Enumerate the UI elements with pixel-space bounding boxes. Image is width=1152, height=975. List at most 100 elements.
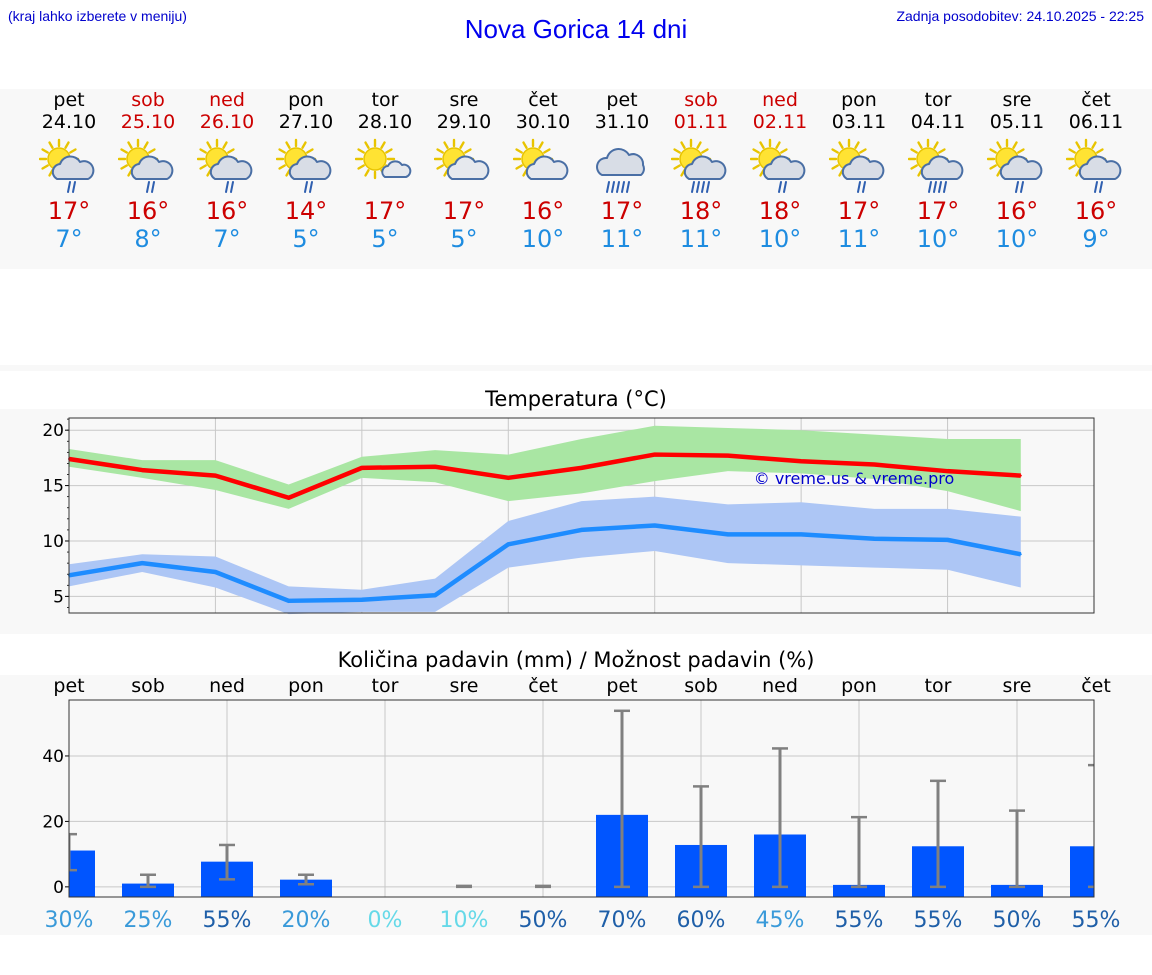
min-temperature: 11°	[600, 225, 644, 253]
min-temperature: 5°	[371, 225, 399, 253]
precipitation-probability: 25%	[124, 908, 173, 933]
y-tick-label: 5	[53, 587, 64, 607]
temperature-chart-title: Temperatura (°C)	[485, 387, 667, 411]
x-tick-label: čet	[528, 675, 558, 697]
precipitation-bar	[122, 883, 174, 897]
min-temperature: 7°	[213, 225, 241, 253]
day-name: tor	[924, 89, 952, 111]
cloud-heavy-rain-icon	[596, 148, 645, 193]
data-point	[800, 460, 803, 463]
page-title: Nova Gorica 14 dni	[464, 14, 688, 44]
day-date: 02.11	[752, 111, 808, 133]
day-date: 05.11	[989, 111, 1045, 133]
day-date: 26.10	[199, 111, 255, 133]
day-date: 30.10	[515, 111, 571, 133]
x-tick-label: pet	[606, 675, 637, 697]
copyright-watermark: © vreme.us & vreme.pro	[754, 469, 955, 488]
data-point	[1019, 553, 1022, 556]
precipitation-bar	[69, 850, 95, 897]
max-temperature: 17°	[47, 197, 91, 225]
precipitation-probability: 10%	[440, 908, 489, 933]
x-tick-label: sob	[131, 675, 165, 697]
precipitation-probability: 30%	[45, 908, 94, 933]
data-point	[434, 594, 437, 597]
day-column: pon 03.11 17° 11°	[819, 89, 899, 259]
min-temperature: 5°	[450, 225, 478, 253]
max-temperature: 17°	[442, 197, 486, 225]
day-band	[0, 89, 1152, 269]
y-tick-label: 40	[42, 747, 64, 767]
sun-cloud-rain-icon	[197, 138, 253, 193]
day-column: tor 04.11 17° 10°	[898, 89, 978, 259]
day-date: 28.10	[357, 111, 413, 133]
day-name: sre	[1002, 89, 1032, 111]
data-point	[726, 454, 729, 457]
max-temperature: 16°	[1074, 197, 1118, 225]
precipitation-probability: 55%	[914, 908, 963, 933]
y-tick-label: 15	[42, 477, 64, 497]
max-temperature: 17°	[363, 197, 407, 225]
precipitation-chart: pet sob ned pon tor sre čet pet sob ned pon tor sre č…	[42, 675, 1120, 933]
precipitation-probability: 20%	[282, 908, 331, 933]
day-name: sob	[684, 89, 718, 111]
data-point	[726, 533, 729, 536]
precipitation-bar	[991, 884, 1043, 897]
plot-frame	[68, 699, 1095, 898]
last-updated: Zadnja posodobitev: 24.10.2025 - 22:25	[896, 8, 1144, 24]
min-temperature: 8°	[134, 225, 162, 253]
day-column: pet 31.10 17° 11°	[582, 89, 662, 259]
sun-cloud-rain-icon	[276, 138, 332, 193]
day-column: ned 26.10 16° 7°	[187, 89, 267, 259]
x-tick-label: ned	[762, 675, 798, 697]
data-point	[946, 470, 949, 473]
data-point	[434, 465, 437, 468]
day-column: čet 06.11 16° 9°	[1056, 89, 1136, 259]
x-tick-label: tor	[372, 675, 399, 697]
sun-cloud-rain-icon	[1066, 138, 1122, 193]
day-column: sob 01.11 18° 11°	[661, 89, 741, 259]
precipitation-probability: 70%	[598, 908, 647, 933]
day-name: ned	[762, 89, 798, 111]
data-point	[653, 453, 656, 456]
min-temperature: 10°	[916, 225, 960, 253]
data-point	[287, 496, 290, 499]
max-temperature: 17°	[916, 197, 960, 225]
max-temperature: 16°	[126, 197, 170, 225]
day-name: pet	[606, 89, 638, 111]
separator-band	[0, 365, 1152, 371]
day-date: 06.11	[1068, 111, 1124, 133]
day-column: sob 25.10 16° 8°	[108, 89, 188, 259]
max-temperature: 18°	[679, 197, 723, 225]
max-temperature: 14°	[284, 197, 328, 225]
day-name: čet	[528, 89, 558, 111]
data-point	[653, 524, 656, 527]
day-date: 03.11	[831, 111, 887, 133]
data-point	[800, 533, 803, 536]
x-tick-label: sre	[450, 675, 479, 697]
day-date: 25.10	[120, 111, 176, 133]
x-tick-label: tor	[925, 675, 952, 697]
data-point	[507, 476, 510, 479]
precipitation-bar	[833, 884, 885, 897]
day-column: tor 28.10 17° 5°	[345, 89, 425, 259]
day-column: pon 27.10 14° 5°	[266, 89, 346, 259]
sun-cloud-rain-icon	[39, 138, 95, 193]
data-point	[141, 469, 144, 472]
day-date: 04.11	[910, 111, 966, 133]
day-column: sre 29.10 17° 5°	[424, 89, 504, 259]
data-point	[214, 571, 217, 574]
data-point	[580, 466, 583, 469]
y-tick-label: 0	[53, 878, 64, 898]
max-temperature-line	[68, 452, 1021, 501]
data-point	[214, 474, 217, 477]
day-date: 24.10	[41, 111, 97, 133]
min-temperature-line	[68, 523, 1022, 604]
x-tick-label: sob	[684, 675, 718, 697]
sun-cloud-rain-icon	[987, 138, 1043, 193]
x-tick-label: pet	[53, 675, 84, 697]
day-date: 27.10	[278, 111, 334, 133]
precipitation-probability: 0%	[368, 908, 403, 933]
data-point	[580, 528, 583, 531]
sun-cloud-icon	[513, 138, 569, 180]
max-temperature: 16°	[205, 197, 249, 225]
